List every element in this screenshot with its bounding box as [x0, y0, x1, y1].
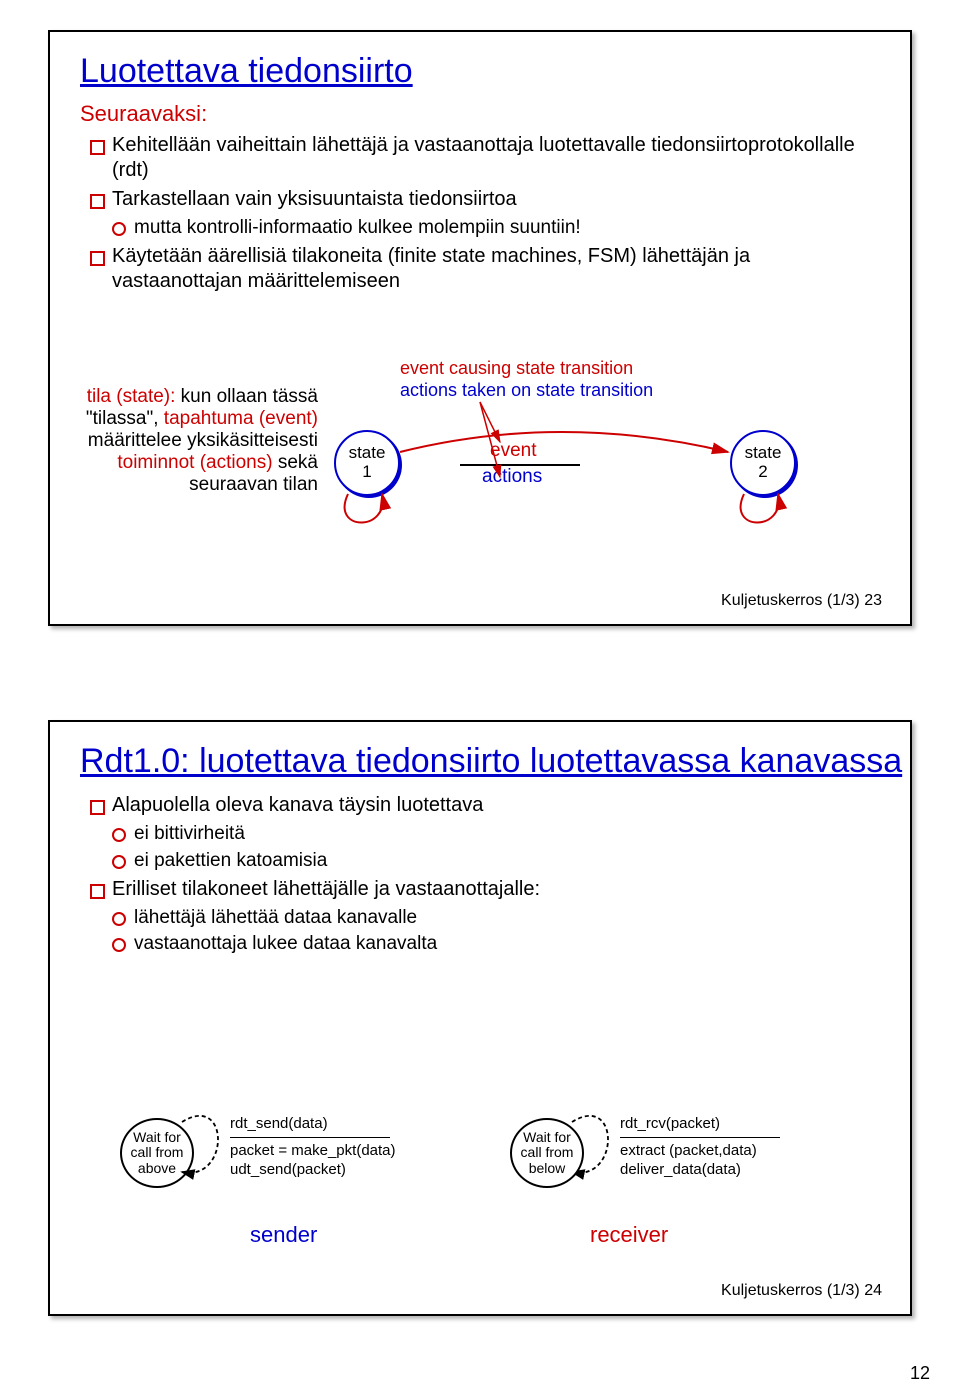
slide1-title: Luotettava tiedonsiirto [80, 52, 910, 91]
state-2-node: state2 [730, 430, 796, 496]
slide1-subtitle: Seuraavaksi: [80, 101, 910, 127]
sender-label: sender [250, 1222, 317, 1248]
sender-transition: rdt_send(data) packet = make_pkt(data) u… [230, 1114, 396, 1180]
slide2-bullets: Alapuolella oleva kanava täysin luotetta… [90, 793, 880, 956]
event-label: event [490, 440, 536, 462]
slide1-footer: Kuljetuskerros (1/3) 23 [721, 592, 882, 610]
sub-bullet: ei pakettien katoamisia [112, 849, 880, 873]
receiver-state-node: Wait for call from below [510, 1118, 584, 1188]
state-description: tila (state): kun ollaan tässä "tilassa"… [68, 386, 318, 496]
sub-bullet: mutta kontrolli-informaatio kulkee molem… [112, 216, 880, 240]
slide2-footer: Kuljetuskerros (1/3) 24 [721, 1282, 882, 1300]
bullet-item: Alapuolella oleva kanava täysin luotetta… [90, 793, 880, 873]
slide1-bullets: Kehitellään vaiheittain lähettäjä ja vas… [90, 133, 880, 294]
slide2-title: Rdt1.0: luotettava tiedonsiirto luotetta… [80, 742, 910, 781]
sender-state-node: Wait for call from above [120, 1118, 194, 1188]
bullet-item: Tarkastellaan vain yksisuuntaista tiedon… [90, 187, 880, 240]
state-1-node: state1 [334, 430, 400, 496]
slide-2: Rdt1.0: luotettava tiedonsiirto luotetta… [48, 720, 912, 1316]
actions-label: actions [482, 466, 542, 488]
bullet-item: Kehitellään vaiheittain lähettäjä ja vas… [90, 133, 880, 183]
sub-bullet: lähettäjä lähettää dataa kanavalle [112, 906, 880, 930]
fsm-legend: event causing state transition actions t… [400, 358, 653, 401]
bullet-item: Erilliset tilakoneet lähettäjälle ja vas… [90, 877, 880, 957]
sub-bullet: vastaanottaja lukee dataa kanavalta [112, 932, 880, 956]
page-number: 12 [910, 1363, 930, 1384]
bullet-item: Käytetään äärellisiä tilakoneita (finite… [90, 244, 880, 294]
sub-bullet: ei bittivirheitä [112, 822, 880, 846]
receiver-transition: rdt_rcv(packet) extract (packet,data) de… [620, 1114, 780, 1180]
slide-1: Luotettava tiedonsiirto Seuraavaksi: Keh… [48, 30, 912, 626]
receiver-label: receiver [590, 1222, 668, 1248]
